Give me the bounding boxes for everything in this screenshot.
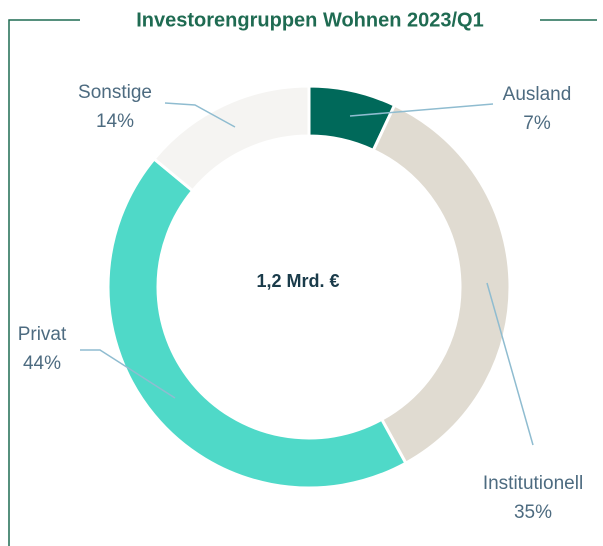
donut-segment	[371, 103, 512, 466]
category-label: Ausland	[503, 84, 572, 105]
leader-line	[164, 102, 236, 128]
donut-segment	[106, 156, 408, 490]
category-label: Sonstige	[78, 82, 152, 103]
donut-segment	[152, 84, 311, 193]
leader-line	[80, 349, 176, 399]
category-label: Privat	[18, 324, 67, 345]
value-label: 44%	[23, 353, 61, 374]
frame-line	[8, 19, 80, 546]
value-label: 7%	[523, 113, 551, 134]
frame	[8, 19, 597, 546]
leader-line	[486, 282, 534, 446]
category-label: Institutionell	[483, 473, 583, 494]
chart-title: Investorengruppen Wohnen 2023/Q1	[136, 9, 483, 31]
value-label: 14%	[96, 111, 134, 132]
center-label: 1,2 Mrd. €	[256, 271, 339, 291]
value-label: 35%	[514, 502, 552, 523]
leader-line	[349, 103, 494, 117]
